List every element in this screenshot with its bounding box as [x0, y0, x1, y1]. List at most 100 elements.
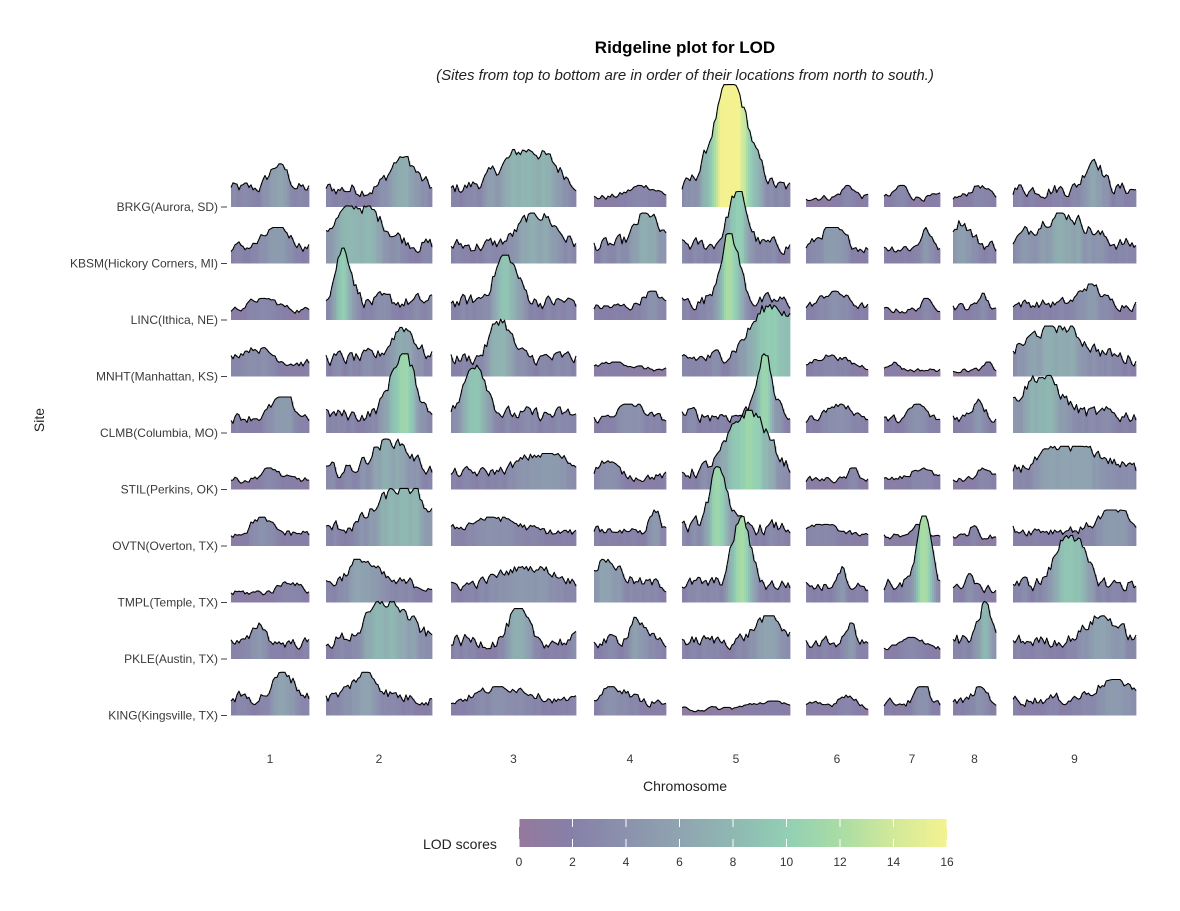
ridge-stripe: [412, 166, 415, 207]
ridge-stripe: [291, 237, 294, 264]
ridge-stripe: [884, 587, 887, 603]
ridge-stripe: [546, 645, 549, 659]
ridge-stripe: [526, 407, 529, 433]
ridge-stripe: [752, 231, 755, 264]
ridge-stripe: [464, 527, 468, 546]
ridge-stripe: [1114, 679, 1117, 716]
ridge-stripe: [1098, 517, 1101, 546]
ridge-stripe: [462, 187, 466, 207]
ridge-stripe: [972, 526, 975, 546]
ridge-stripe: [462, 637, 466, 659]
ridge-stripe: [506, 157, 509, 207]
ridge-stripe: [418, 704, 421, 716]
ridge-stripe: [255, 243, 258, 264]
ridge-stripe: [1024, 468, 1028, 490]
ridge-stripe: [510, 262, 513, 320]
ridge-stripe: [1072, 446, 1075, 490]
ridge-stripe: [520, 411, 523, 433]
ridge-stripe: [384, 231, 387, 264]
ridge-stripe: [536, 303, 539, 320]
ridge-stripe: [596, 422, 599, 433]
ridge-stripe: [688, 709, 691, 716]
ridge-outline: [805, 565, 869, 592]
ridge-stripe: [620, 645, 623, 659]
ridge-stripe: [932, 550, 935, 603]
ridge-stripe: [295, 363, 298, 377]
ridge-stripe: [622, 404, 625, 433]
ridge-outline: [230, 347, 310, 367]
ridge-stripe: [492, 168, 496, 207]
ridge-stripe: [247, 697, 250, 716]
ridge-stripe: [430, 469, 433, 490]
ridge-stripe: [1086, 170, 1089, 207]
ridge-stripe: [606, 305, 609, 320]
ridge-stripe: [265, 235, 268, 264]
ridge-stripe: [628, 694, 631, 716]
ridge-stripe: [832, 643, 835, 659]
ridge-stripe: [612, 416, 615, 433]
ridge-stripe: [890, 311, 893, 320]
ridge-stripe: [414, 459, 417, 490]
ridge-stripe: [958, 698, 962, 716]
ridge-stripe: [844, 233, 847, 264]
ridge-stripe: [374, 681, 377, 716]
ridge-stripe: [768, 436, 771, 490]
ridge-stripe: [412, 299, 415, 320]
ridge-stripe: [394, 235, 397, 264]
ridge-stripe: [700, 641, 703, 659]
ridge-stripe: [836, 194, 839, 207]
ridge-stripe: [408, 579, 411, 603]
ridge-stripe: [482, 519, 486, 546]
ridge-stripe: [638, 404, 641, 433]
ridge-stripe: [400, 157, 403, 207]
ridge-stripe: [972, 478, 975, 490]
ridge-panel: [593, 460, 667, 490]
ridge-stripe: [542, 645, 545, 659]
ridge-stripe: [654, 477, 657, 490]
ridge-stripe: [356, 471, 359, 490]
ridge-stripe: [858, 584, 861, 603]
ridge-stripe: [750, 525, 753, 546]
ridge-stripe: [518, 688, 521, 716]
ridge-stripe: [536, 696, 539, 716]
ridge-stripe: [788, 704, 791, 716]
ridge-stripe: [558, 577, 561, 603]
ridge-stripe: [750, 136, 753, 207]
ridge-stripe: [610, 307, 613, 320]
ridge-stripe: [960, 534, 964, 546]
ridge-stripe: [452, 703, 456, 716]
ridge-stripe: [976, 621, 979, 659]
ridge-stripe: [480, 468, 484, 490]
ridge-stripe: [850, 300, 853, 320]
ridge-stripe: [834, 195, 837, 207]
ridge-stripe: [239, 417, 242, 433]
ridge-stripe: [894, 534, 897, 546]
ridge-stripe: [540, 567, 543, 603]
ridge-stripe: [426, 703, 429, 716]
ridge-panel: [805, 403, 869, 433]
ridge-stripe: [1112, 461, 1115, 490]
ridge-stripe: [265, 519, 268, 546]
ridge-stripe: [654, 190, 657, 207]
ridge-stripe: [550, 358, 553, 377]
ridge-stripe: [486, 692, 490, 716]
ridge-stripe: [986, 362, 989, 377]
ridge-stripe: [734, 246, 737, 320]
ridge-stripe: [960, 195, 964, 207]
ridge-outline: [681, 466, 791, 536]
ridge-stripe: [476, 474, 480, 490]
ridge-stripe: [494, 686, 498, 716]
ridge-stripe: [257, 701, 260, 716]
ridge-stripe: [774, 701, 777, 716]
ridge-stripe: [778, 701, 781, 716]
ridge-stripe: [898, 422, 901, 433]
ridge-stripe: [618, 566, 621, 603]
ridge-stripe: [720, 264, 723, 320]
ridge-stripe: [660, 523, 663, 546]
ridge-stripe: [786, 186, 789, 207]
ridge-stripe: [858, 704, 861, 716]
ridge-stripe: [736, 87, 739, 207]
ridge-stripe: [838, 530, 841, 546]
ridge-stripe: [356, 355, 359, 377]
ridge-stripe: [328, 297, 331, 320]
